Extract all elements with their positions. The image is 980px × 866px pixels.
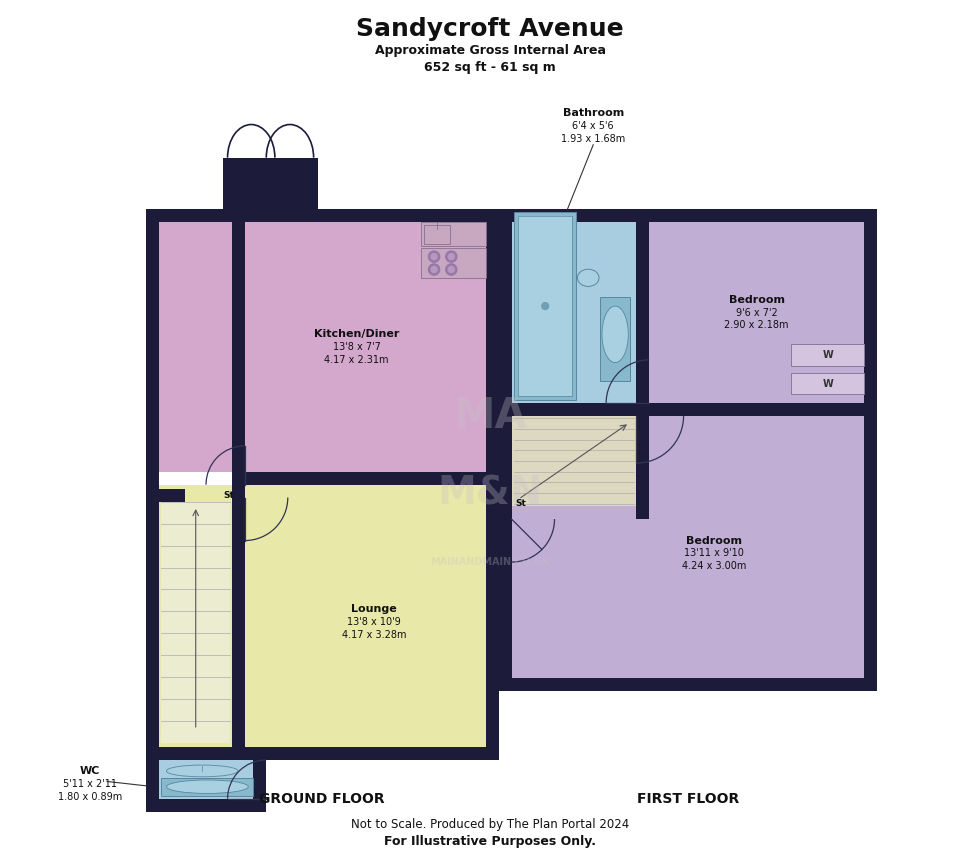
- Circle shape: [431, 254, 437, 260]
- Bar: [600, 297, 630, 381]
- Bar: [486, 210, 499, 760]
- Bar: [649, 210, 877, 403]
- Bar: [159, 485, 232, 747]
- Bar: [159, 489, 184, 501]
- Bar: [864, 210, 877, 691]
- Text: Not to Scale. Produced by The Plan Portal 2024: Not to Scale. Produced by The Plan Porta…: [351, 818, 629, 831]
- Bar: [162, 501, 230, 524]
- Bar: [162, 567, 230, 590]
- Bar: [518, 216, 572, 396]
- Bar: [421, 248, 486, 278]
- Bar: [159, 760, 267, 798]
- Bar: [162, 524, 230, 546]
- Text: 13'8 x 10'9: 13'8 x 10'9: [347, 617, 401, 627]
- Text: M&N: M&N: [437, 475, 543, 512]
- Text: 4.17 x 2.31m: 4.17 x 2.31m: [324, 355, 389, 365]
- Text: Bathroom: Bathroom: [563, 108, 624, 118]
- Circle shape: [431, 267, 437, 273]
- Bar: [223, 158, 318, 223]
- Text: 1.93 x 1.68m: 1.93 x 1.68m: [562, 133, 625, 144]
- Bar: [518, 216, 572, 396]
- Bar: [245, 485, 499, 747]
- Bar: [791, 345, 864, 366]
- Bar: [232, 210, 245, 760]
- Text: 4.24 x 3.00m: 4.24 x 3.00m: [681, 561, 746, 572]
- Circle shape: [446, 264, 457, 275]
- Text: WC: WC: [79, 766, 100, 776]
- Text: 13'8 x 7'7: 13'8 x 7'7: [332, 342, 380, 352]
- Bar: [421, 223, 486, 246]
- Bar: [499, 210, 512, 691]
- Text: Sandycroft Avenue: Sandycroft Avenue: [356, 16, 624, 41]
- Text: 6'4 x 5'6: 6'4 x 5'6: [572, 121, 614, 131]
- Bar: [305, 158, 318, 223]
- Bar: [146, 747, 159, 811]
- Bar: [499, 210, 877, 223]
- Text: 2.90 x 2.18m: 2.90 x 2.18m: [724, 320, 789, 331]
- Text: 13'11 x 9'10: 13'11 x 9'10: [684, 548, 744, 559]
- Text: W: W: [822, 350, 833, 360]
- Bar: [514, 212, 576, 400]
- Bar: [512, 416, 877, 678]
- Circle shape: [448, 267, 455, 273]
- Bar: [146, 747, 267, 760]
- Bar: [146, 210, 159, 760]
- Bar: [423, 225, 450, 243]
- Ellipse shape: [167, 780, 248, 793]
- Bar: [791, 372, 864, 394]
- Circle shape: [542, 302, 549, 309]
- Bar: [146, 747, 499, 760]
- Bar: [146, 210, 499, 223]
- Text: MAINANDMAIN.CO.UK: MAINANDMAIN.CO.UK: [430, 557, 550, 567]
- Bar: [162, 546, 230, 567]
- Bar: [499, 403, 649, 416]
- Text: MA: MA: [453, 395, 527, 436]
- Bar: [232, 472, 499, 485]
- Text: 652 sq ft - 61 sq m: 652 sq ft - 61 sq m: [424, 61, 556, 74]
- Text: 1.80 x 0.89m: 1.80 x 0.89m: [58, 792, 122, 802]
- Text: 9'6 x 7'2: 9'6 x 7'2: [736, 307, 777, 318]
- Text: Kitchen/Diner: Kitchen/Diner: [314, 329, 399, 339]
- Bar: [512, 210, 636, 403]
- Bar: [254, 747, 267, 811]
- Ellipse shape: [602, 306, 628, 363]
- Bar: [499, 678, 877, 691]
- Bar: [162, 633, 230, 656]
- Text: St: St: [223, 490, 234, 500]
- Bar: [162, 590, 230, 611]
- Bar: [162, 656, 230, 677]
- Ellipse shape: [577, 269, 599, 287]
- Bar: [162, 699, 230, 721]
- Bar: [159, 210, 499, 472]
- Text: GROUND FLOOR: GROUND FLOOR: [260, 792, 385, 805]
- Text: Bedroom: Bedroom: [686, 535, 742, 546]
- Bar: [223, 158, 236, 223]
- Text: St: St: [515, 499, 526, 508]
- Bar: [162, 721, 230, 743]
- Text: Lounge: Lounge: [351, 604, 397, 614]
- Text: W: W: [822, 378, 833, 389]
- Bar: [499, 403, 877, 416]
- Circle shape: [446, 251, 457, 262]
- Text: Approximate Gross Internal Area: Approximate Gross Internal Area: [374, 43, 606, 56]
- Circle shape: [428, 264, 440, 275]
- Bar: [146, 798, 267, 811]
- Bar: [162, 677, 230, 699]
- Bar: [146, 489, 184, 501]
- Ellipse shape: [167, 765, 238, 777]
- Bar: [162, 778, 254, 796]
- Text: 5'11 x 2'11: 5'11 x 2'11: [63, 779, 117, 789]
- Bar: [636, 210, 649, 416]
- Text: Bedroom: Bedroom: [729, 294, 785, 305]
- Circle shape: [448, 254, 455, 260]
- Text: For Illustrative Purposes Only.: For Illustrative Purposes Only.: [384, 835, 596, 848]
- Circle shape: [428, 251, 440, 262]
- Text: FIRST FLOOR: FIRST FLOOR: [637, 792, 739, 805]
- Text: 4.17 x 3.28m: 4.17 x 3.28m: [342, 630, 406, 640]
- Bar: [512, 416, 636, 506]
- Bar: [636, 403, 649, 519]
- Bar: [162, 611, 230, 633]
